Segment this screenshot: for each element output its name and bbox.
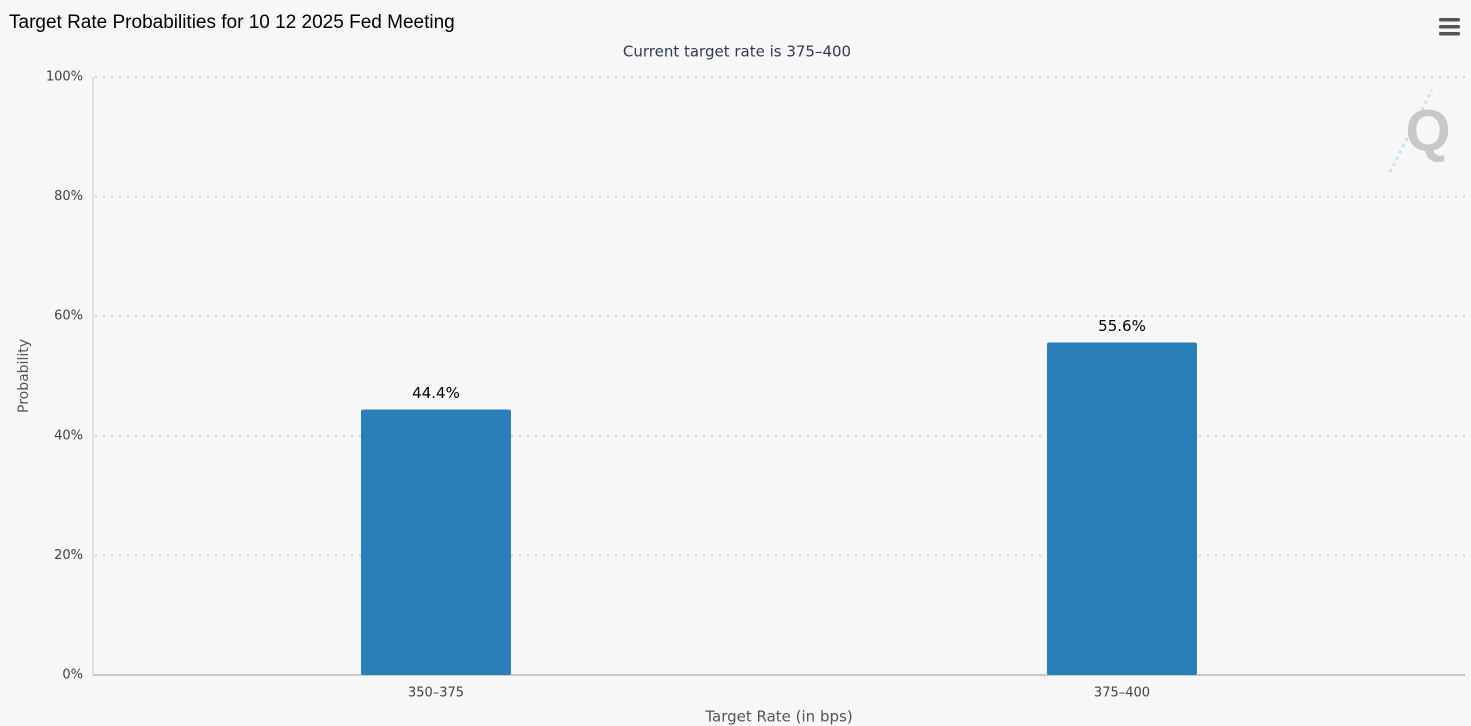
bar — [361, 409, 511, 675]
y-axis-label: Probability — [16, 339, 32, 413]
y-tick-label: 40% — [54, 428, 83, 443]
y-tick-label: 0% — [62, 668, 83, 683]
menu-bar[interactable] — [1439, 18, 1460, 22]
menu-button[interactable] — [1439, 18, 1460, 36]
chart-subtitle: Current target rate is 375–400 — [623, 43, 851, 61]
x-tick-label: 375–400 — [1094, 686, 1150, 701]
data-label: 44.4% — [412, 384, 460, 402]
data-label: 55.6% — [1098, 317, 1146, 335]
y-tick-label: 60% — [54, 309, 83, 324]
y-tick-label: 20% — [54, 548, 83, 563]
y-tick-label: 100% — [46, 70, 83, 85]
x-tick-label: 350–375 — [408, 686, 464, 701]
logo: Q — [1388, 89, 1451, 173]
y-tick-label: 80% — [54, 189, 83, 204]
logo-stroke — [1388, 89, 1434, 173]
logo-letter: Q — [1405, 98, 1450, 163]
bar — [1047, 342, 1197, 675]
x-axis-label: Target Rate (in bps) — [704, 708, 852, 726]
menu-bar[interactable] — [1439, 25, 1460, 29]
chart-title: Target Rate Probabilities for 10 12 2025… — [9, 12, 455, 33]
menu-bar[interactable] — [1439, 32, 1460, 36]
